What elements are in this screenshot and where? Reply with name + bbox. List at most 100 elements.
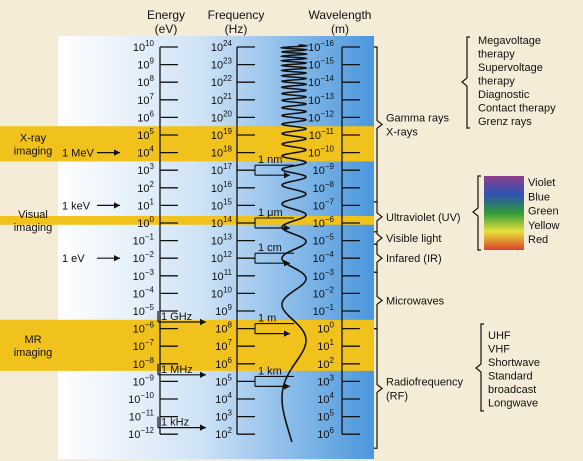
- frequency-tick-label: 1023: [211, 57, 233, 72]
- wavelength-tick-label: 10−8: [313, 180, 335, 195]
- rf-band-label: Standard: [488, 371, 533, 383]
- wavelength-tick-label: 10−2: [313, 285, 335, 300]
- wavelength-unit: (m): [331, 22, 349, 36]
- energy-marker-arrow-head: [114, 149, 120, 156]
- region-label: X-rays: [386, 126, 418, 138]
- frequency-tick-label: 104: [215, 391, 232, 406]
- imaging-band-label: Visual: [18, 209, 48, 221]
- frequency-tick-label: 1013: [211, 233, 233, 248]
- wavelength-tick-label: 10−12: [308, 109, 334, 124]
- frequency-marker-label: 1 GHz: [161, 311, 192, 323]
- xray-use-label: Grenz rays: [478, 116, 532, 128]
- region-brace: [374, 46, 383, 203]
- imaging-band-label: imaging: [14, 222, 53, 234]
- energy-marker-label: 1 keV: [62, 200, 91, 212]
- rf-band-label: broadcast: [488, 384, 536, 396]
- wavelength-tick-label: 10−15: [308, 57, 334, 72]
- energy-tick-label: 107: [137, 92, 154, 107]
- frequency-tick-label: 103: [215, 409, 232, 424]
- region-brace: [374, 271, 383, 330]
- frequency-marker-label: 1 MHz: [161, 364, 193, 376]
- rf-band-label: UHF: [488, 330, 511, 342]
- energy-tick-label: 10−8: [133, 356, 155, 371]
- energy-header: Energy: [147, 8, 185, 22]
- frequency-tick-label: 1022: [211, 74, 233, 89]
- visible-color-label: Violet: [528, 177, 555, 189]
- region-brace: [374, 243, 383, 273]
- energy-tick-label: 10−9: [133, 373, 155, 388]
- wavelength-tick-label: 10−16: [308, 39, 334, 54]
- visible-color-label: Yellow: [528, 220, 559, 232]
- visible-colors-brace: [472, 175, 481, 251]
- wavelength-marker-label: 1 nm: [258, 154, 282, 166]
- frequency-header: Frequency: [208, 8, 265, 22]
- region-brace: [374, 328, 383, 449]
- imaging-band-label: imaging: [14, 347, 53, 359]
- frequency-tick-label: 1014: [211, 215, 233, 230]
- energy-tick-label: 10−11: [129, 409, 155, 424]
- wavelength-tick-label: 10−7: [313, 197, 335, 212]
- wavelength-tick-label: 10−3: [313, 268, 335, 283]
- xray-use-label: Contact therapy: [478, 103, 556, 115]
- imaging-band: [0, 215, 374, 225]
- energy-tick-label: 100: [137, 215, 154, 230]
- wavelength-tick-label: 10−5: [313, 233, 335, 248]
- rf-band-label: VHF: [488, 344, 510, 356]
- region-label: Visible light: [386, 233, 441, 245]
- region-label: Infared (IR): [386, 253, 442, 265]
- wavelength-marker-label: 1 km: [258, 365, 282, 377]
- energy-tick-label: 104: [137, 145, 154, 160]
- wavelength-tick-label: 101: [317, 338, 334, 353]
- visible-color-label: Red: [528, 234, 548, 246]
- xray-uses-brace: [461, 36, 470, 129]
- wavelength-tick-label: 106: [317, 426, 334, 441]
- wavelength-marker-arrow-head: [284, 383, 290, 390]
- visible-spectrum-bar: [484, 176, 524, 250]
- frequency-tick-label: 1017: [211, 162, 233, 177]
- frequency-tick-label: 1021: [211, 92, 233, 107]
- visible-color-label: Green: [528, 206, 559, 218]
- energy-tick-label: 108: [137, 74, 154, 89]
- wave-line: [279, 44, 310, 443]
- imaging-band-label: MR: [24, 334, 41, 346]
- rf-band-label: Shortwave: [488, 357, 540, 369]
- wavelength-marker-label: 1 cm: [258, 242, 282, 254]
- frequency-tick-label: 106: [215, 356, 232, 371]
- wavelength-marker-label: 1 μm: [258, 207, 283, 219]
- wavelength-tick-label: 104: [317, 391, 334, 406]
- frequency-tick-label: 1020: [211, 109, 233, 124]
- energy-tick-label: 10−12: [128, 426, 154, 441]
- xray-use-label: Diagnostic: [478, 89, 530, 101]
- wavelength-marker-arrow-head: [284, 260, 290, 267]
- wavelength-tick-label: 105: [317, 409, 334, 424]
- region-brace: [374, 231, 383, 245]
- wavelength-tick-label: 102: [317, 356, 334, 371]
- wavelength-marker-arrow-head: [284, 224, 290, 232]
- energy-tick-label: 106: [137, 109, 154, 124]
- energy-marker-label: 1 MeV: [62, 148, 94, 160]
- wavelength-tick-label: 10−11: [309, 127, 335, 142]
- rf-bands-brace: [475, 323, 484, 412]
- energy-tick-label: 10−5: [133, 303, 155, 318]
- frequency-tick-label: 108: [215, 321, 232, 336]
- region-label: (RF): [386, 390, 408, 402]
- energy-tick-label: 10−6: [133, 321, 155, 336]
- imaging-band-label: X-ray: [20, 132, 47, 144]
- frequency-marker-arrow-head: [200, 318, 206, 326]
- energy-tick-label: 1010: [133, 39, 155, 54]
- imaging-band-label: imaging: [14, 145, 53, 157]
- wavelength-tick-label: 10−4: [313, 250, 335, 265]
- wavelength-tick-label: 10−6: [313, 215, 335, 230]
- wavelength-tick-label: 10−1: [313, 303, 335, 318]
- frequency-tick-label: 109: [215, 303, 232, 318]
- visible-color-label: Blue: [528, 191, 550, 203]
- wavelength-marker-label: 1 m: [258, 313, 276, 325]
- xray-use-label: Megavoltage: [478, 35, 541, 47]
- imaging-band: [0, 126, 374, 162]
- xray-use-label: therapy: [478, 76, 515, 88]
- energy-tick-label: 101: [137, 197, 154, 212]
- energy-marker-arrow-head: [114, 255, 120, 262]
- region-label: Microwaves: [386, 295, 445, 307]
